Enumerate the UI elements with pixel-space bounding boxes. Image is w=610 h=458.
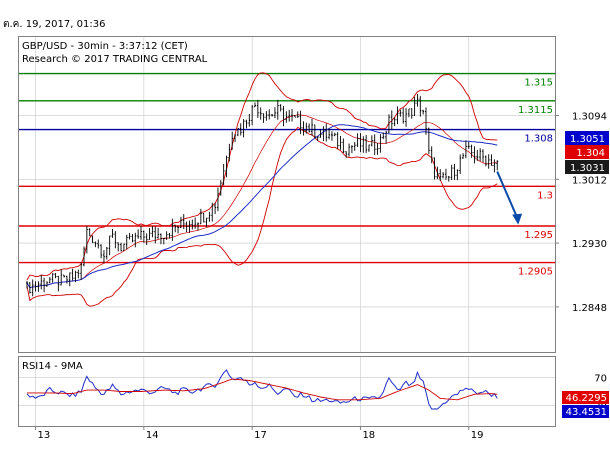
price-badge-label: 1.3031 bbox=[570, 163, 605, 174]
level-label: 1.295 bbox=[524, 230, 553, 241]
level-label: 1.3 bbox=[537, 190, 553, 201]
moving-average bbox=[26, 124, 498, 289]
rsi-badge-label: 43.4531 bbox=[566, 407, 607, 418]
price-panel-frame bbox=[18, 36, 556, 353]
forecast-arrow-head bbox=[512, 213, 523, 225]
bollinger-bands bbox=[26, 72, 498, 307]
rsi-panel-frame bbox=[18, 356, 556, 427]
time-axis: 13 14 17 18 19 bbox=[35, 426, 484, 441]
level-lines: 1.315 1.3115 1.308 1.3 1.295 1.2905 bbox=[19, 72, 555, 278]
rsi-badge bbox=[562, 405, 609, 418]
bollinger-upper bbox=[26, 72, 498, 281]
rsi-badge-label: 46.2295 bbox=[566, 393, 607, 404]
bollinger-middle bbox=[26, 114, 498, 289]
price-badge-label: 1.304 bbox=[576, 148, 605, 159]
price-axis: 1.2848 1.2930 1.3012 1.3094 bbox=[555, 112, 607, 314]
header-line-1: GBP/USD - 30min - 3:37:12 (CET) bbox=[22, 41, 188, 52]
price-tick-label: 1.2848 bbox=[572, 303, 607, 314]
time-tick-label: 17 bbox=[254, 430, 267, 441]
grid-lines bbox=[19, 37, 555, 426]
price-badge bbox=[565, 145, 609, 159]
header-line-2: Research © 2017 TRADING CENTRAL bbox=[22, 54, 208, 65]
time-tick-label: 19 bbox=[471, 430, 484, 441]
level-label: 1.315 bbox=[524, 78, 553, 89]
moving-average-line bbox=[26, 124, 498, 289]
bollinger-lower bbox=[26, 126, 498, 307]
forecast-arrow bbox=[496, 171, 523, 225]
price-badge bbox=[565, 131, 609, 145]
rsi-tick-label: 70 bbox=[594, 374, 607, 385]
rsi-title: RSI14 - 9MA bbox=[22, 361, 83, 372]
rsi-ma-line bbox=[27, 378, 498, 401]
level-label: 1.308 bbox=[524, 134, 553, 145]
rsi-badge bbox=[562, 391, 609, 404]
time-tick-label: 14 bbox=[146, 430, 159, 441]
level-label: 1.3115 bbox=[518, 105, 553, 116]
candlesticks bbox=[26, 94, 499, 297]
price-badge bbox=[565, 160, 609, 174]
rsi-line bbox=[26, 369, 498, 410]
price-tick-label: 1.3094 bbox=[572, 112, 607, 123]
forecast-arrow-shaft bbox=[496, 171, 519, 219]
price-tick-label: 1.2930 bbox=[572, 239, 607, 250]
timestamp: ต.ค. 19, 2017, 01:36 bbox=[3, 19, 105, 30]
level-label: 1.2905 bbox=[518, 267, 553, 278]
time-tick-label: 18 bbox=[362, 430, 375, 441]
time-tick-label: 13 bbox=[38, 430, 51, 441]
price-badges: 1.3051 1.304 1.3031 bbox=[565, 131, 609, 174]
price-badge-label: 1.3051 bbox=[570, 134, 605, 145]
price-tick-label: 1.3012 bbox=[572, 175, 607, 186]
